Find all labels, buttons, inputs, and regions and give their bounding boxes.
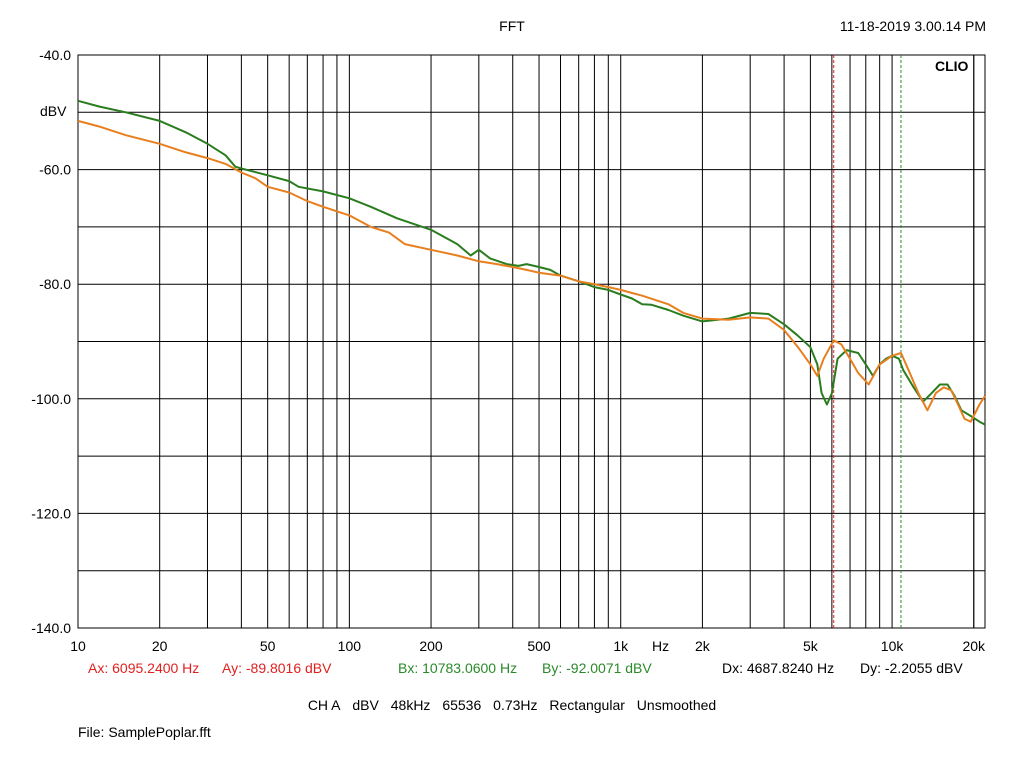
- setting-rate: 48kHz: [390, 697, 431, 713]
- cursor-b-x: Bx: 10783.0600 Hz: [398, 660, 518, 676]
- y-tick-label: -60.0: [39, 162, 71, 178]
- x-tick-label: 500: [527, 638, 551, 654]
- setting-window: Rectangular: [549, 697, 625, 713]
- timestamp: 11-18-2019 3.00.14 PM: [839, 18, 986, 34]
- x-tick-label: 200: [419, 638, 443, 654]
- file-label: File: SamplePoplar.fft: [78, 724, 211, 740]
- x-tick-label: 50: [260, 638, 276, 654]
- y-tick-label: -80.0: [39, 276, 71, 292]
- series-group: [77, 99, 986, 426]
- cursor-b-y: By: -92.0071 dBV: [542, 660, 652, 676]
- x-tick-label: 5k: [803, 638, 819, 654]
- setting-size: 65536: [442, 697, 482, 713]
- y-axis-unit-label: dBV: [40, 103, 67, 119]
- x-tick-label: 20: [152, 638, 168, 654]
- x-tick-label: 10k: [881, 638, 905, 654]
- setting-channel: CH A: [307, 697, 341, 713]
- delta-x: Dx: 4687.8240 Hz: [722, 660, 835, 676]
- x-tick-label: 20k: [962, 638, 986, 654]
- x-tick-label: 2k: [695, 638, 711, 654]
- cursor-a-x: Ax: 6095.2400 Hz: [88, 660, 200, 676]
- clio-logo: CLIO: [935, 58, 969, 74]
- y-tick-label: -100.0: [31, 391, 71, 407]
- cursor-a-y: Ay: -89.8016 dBV: [222, 660, 332, 676]
- series-line-1: [77, 99, 986, 426]
- y-tick-label: -140.0: [31, 620, 71, 636]
- tick-labels: 10 20 50 100 200 500 1k 2k 5k 10k 20k -40.0 -60.0 -80…: [31, 47, 986, 654]
- y-tick-label: -120.0: [31, 505, 71, 521]
- delta-y: Dy: -2.2055 dBV: [860, 660, 963, 676]
- setting-resolution: 0.73Hz: [493, 697, 538, 713]
- cursor-readout-row: Ax: 6095.2400 Hz Ay: -89.8016 dBV Bx: 10…: [0, 660, 1024, 680]
- series-line-2: [77, 119, 986, 423]
- setting-smoothing: Unsmoothed: [636, 697, 717, 713]
- x-tick-label: 10: [70, 638, 86, 654]
- chart-title: FFT: [499, 18, 525, 34]
- grid-lines: [78, 55, 985, 628]
- x-tick-label: 100: [338, 638, 362, 654]
- x-axis-unit-label: Hz: [652, 638, 669, 654]
- x-tick-label: 1k: [613, 638, 629, 654]
- y-tick-label: -40.0: [39, 47, 71, 63]
- measurement-settings: CH A dBV 48kHz 65536 0.73Hz Rectangular …: [0, 697, 1024, 713]
- setting-unit: dBV: [352, 697, 379, 713]
